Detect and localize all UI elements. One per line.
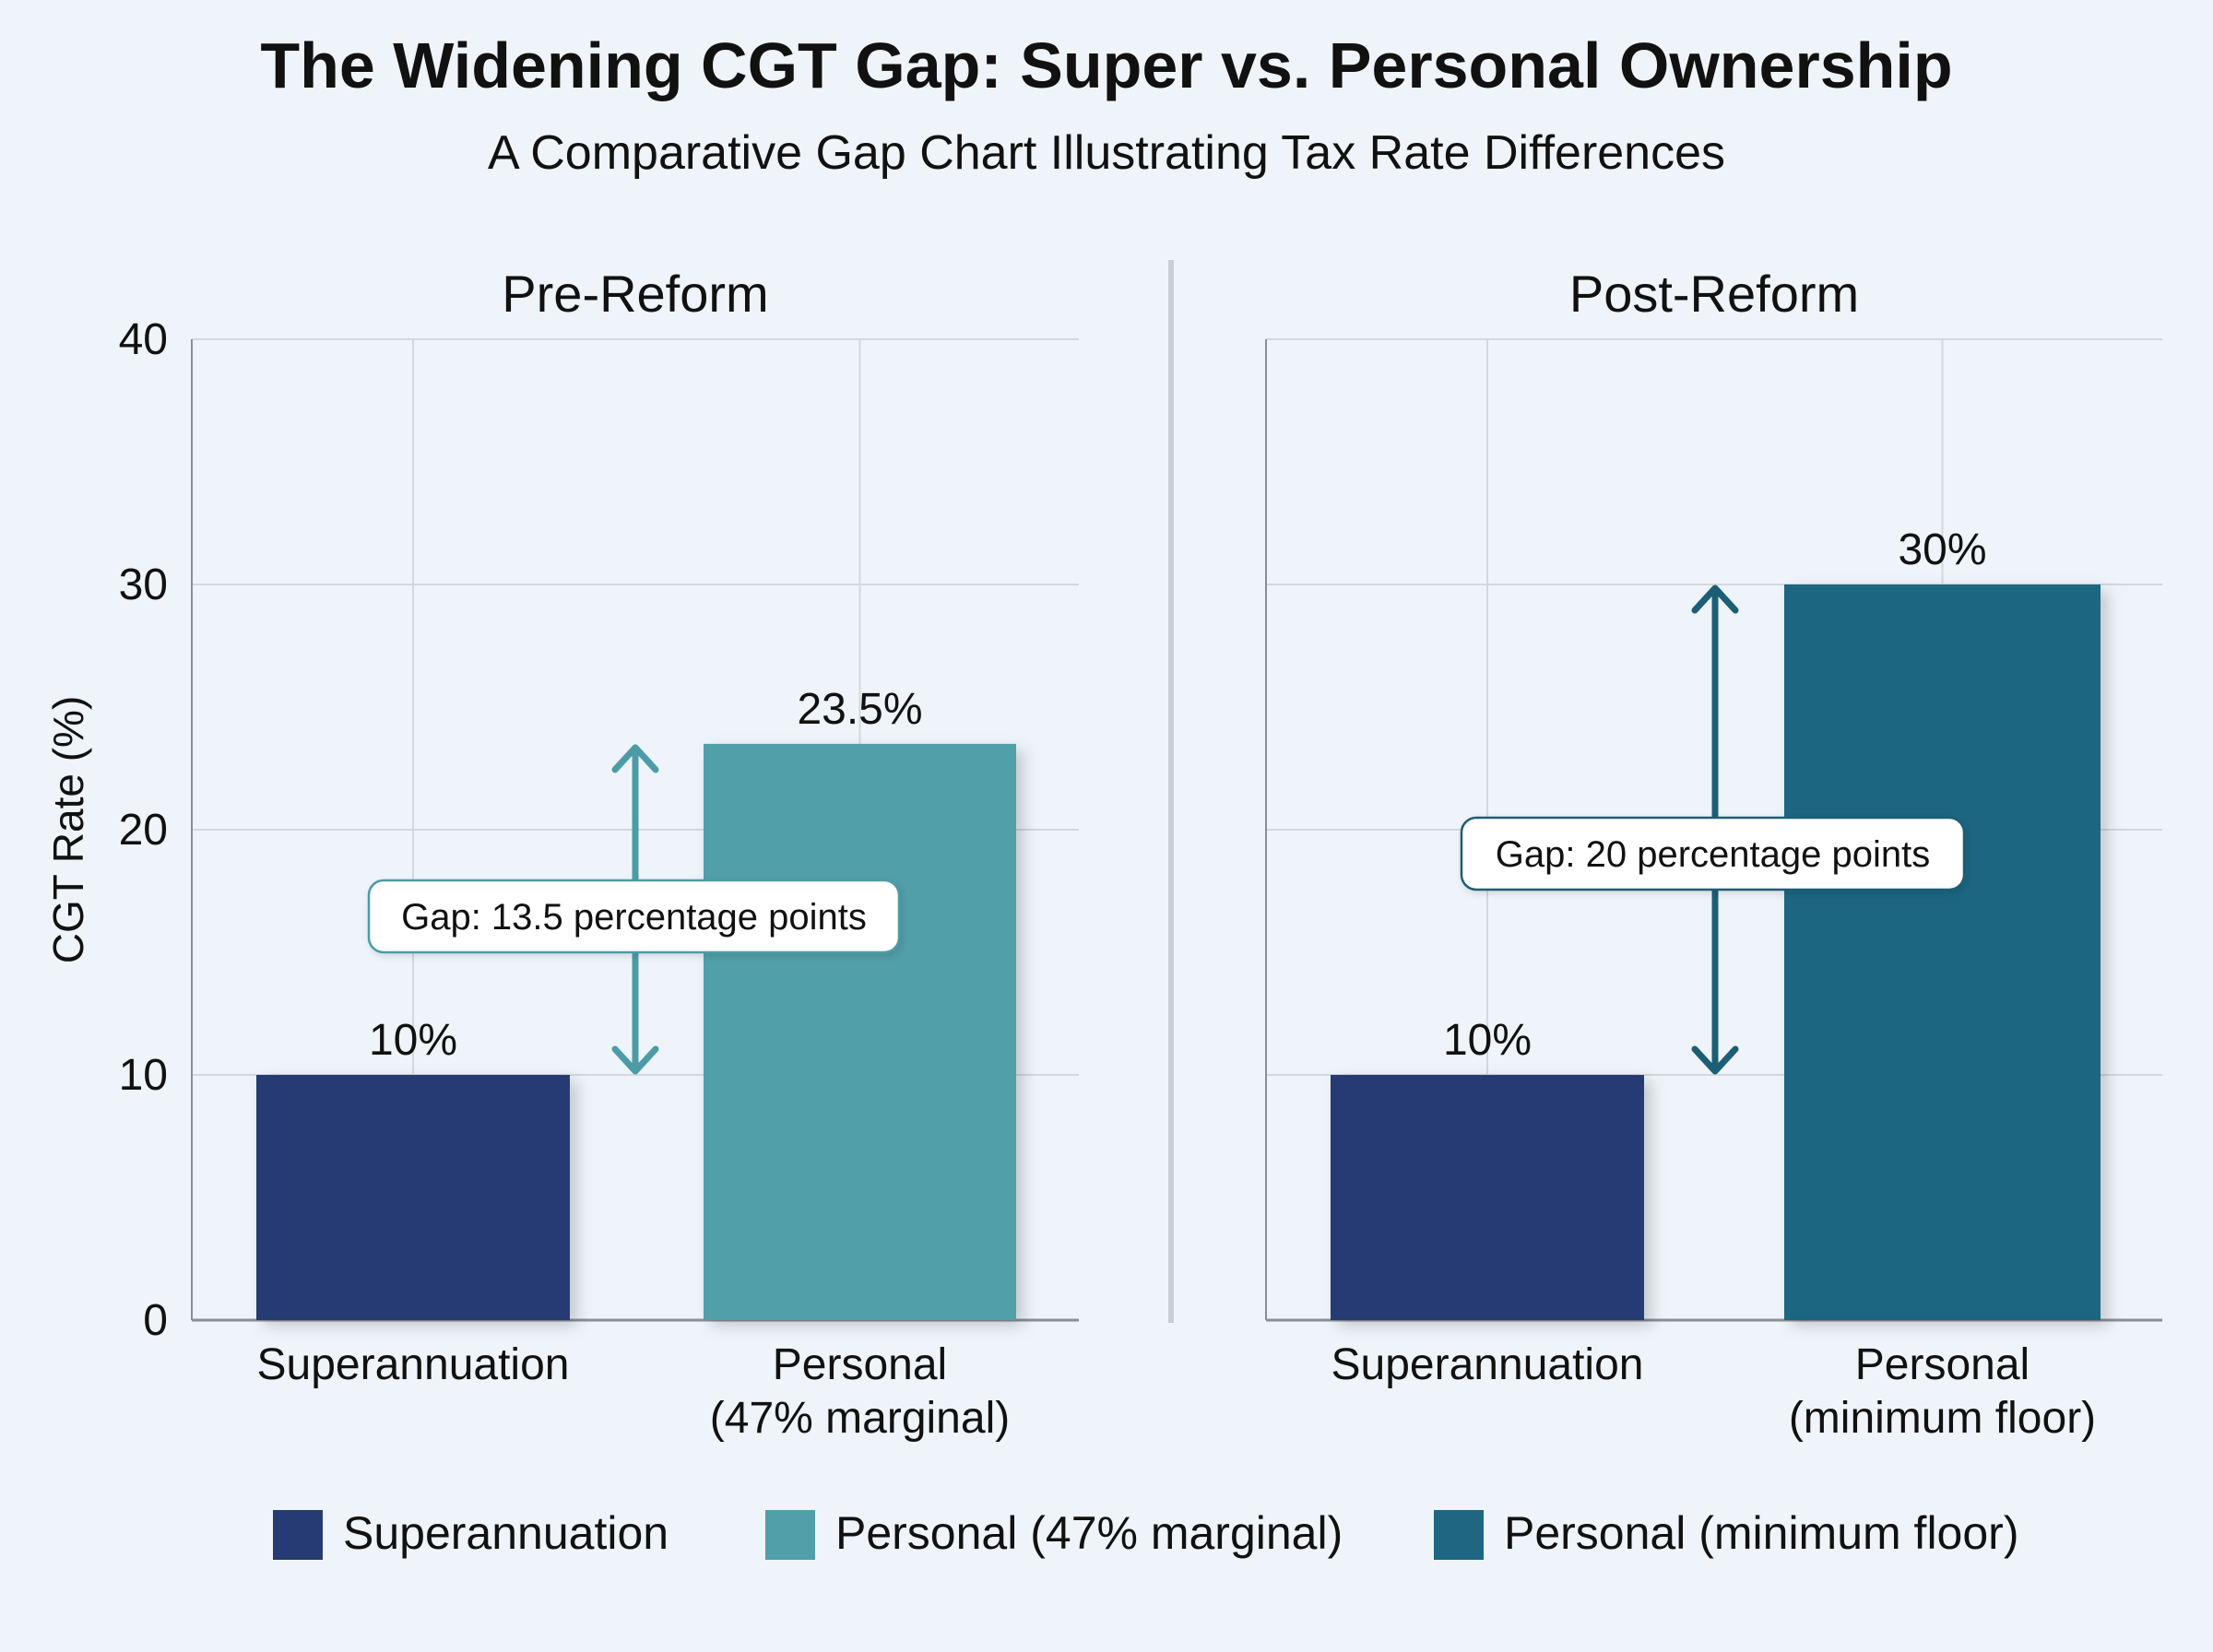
legend: Superannuation Personal (47% marginal) Per… bbox=[273, 1507, 2018, 1560]
y-tick-label: 10 bbox=[119, 1051, 168, 1100]
y-axis-label: CGT Rate (%) bbox=[44, 696, 92, 964]
data-label: 30% bbox=[1898, 525, 1986, 574]
y-tick-label: 40 bbox=[119, 315, 168, 364]
y-tick-label: 20 bbox=[119, 806, 168, 855]
panel-post-reform: Post-Reform 10% Superannuation 30% Personal(… bbox=[1265, 265, 2162, 1443]
bar-personal-marginal bbox=[704, 743, 1016, 1320]
x-tick-label: Superannuation bbox=[1331, 1340, 1644, 1389]
gap-arrow-head-up bbox=[611, 744, 659, 773]
legend-swatch-personal-floor bbox=[1434, 1510, 1484, 1560]
gap-annotation-box bbox=[367, 879, 901, 954]
legend-label: Superannuation bbox=[343, 1507, 669, 1559]
x-tick-label: Personal (47% marginal) bbox=[710, 1340, 1010, 1443]
bar-personal-floor bbox=[1784, 584, 2101, 1320]
data-label: 23.5% bbox=[797, 685, 922, 734]
gap-annotation-label: Gap: 20 percentage points bbox=[1496, 834, 1930, 875]
chart-subtitle: A Comparative Gap Chart Illustrating Tax… bbox=[488, 126, 1725, 180]
legend-label: Personal (47% marginal) bbox=[835, 1507, 1343, 1559]
x-tick-label: Superannuation bbox=[257, 1340, 570, 1389]
legend-label: Personal (minimum floor) bbox=[1504, 1507, 2018, 1559]
y-tick-label: 0 bbox=[143, 1296, 168, 1345]
chart-title: The Widening CGT Gap: Super vs. Personal… bbox=[260, 30, 1952, 101]
gap-annotation-label: Gap: 13.5 percentage points bbox=[401, 897, 867, 938]
gap-arrow-head-up bbox=[1691, 584, 1739, 614]
gap-arrow-head-down bbox=[611, 1045, 659, 1075]
gap-annotation-box bbox=[1460, 816, 1966, 891]
bar-superannuation bbox=[256, 1075, 570, 1320]
data-label: 10% bbox=[369, 1016, 457, 1065]
bar-superannuation bbox=[1331, 1075, 1644, 1320]
y-tick-label: 30 bbox=[119, 560, 168, 609]
legend-swatch-personal-marginal bbox=[765, 1510, 815, 1560]
legend-swatch-superannuation bbox=[273, 1510, 323, 1560]
gap-arrow-head-down bbox=[1691, 1045, 1739, 1075]
panel-title: Post-Reform bbox=[1569, 265, 1859, 323]
x-tick-label: Personal (minimum floor) bbox=[1789, 1340, 2096, 1443]
panel-title: Pre-Reform bbox=[502, 265, 768, 323]
panel-pre-reform: Pre-Reform 0 10 20 30 40 10% Superannuation 23.5… bbox=[119, 265, 1079, 1443]
data-label: 10% bbox=[1443, 1016, 1532, 1065]
